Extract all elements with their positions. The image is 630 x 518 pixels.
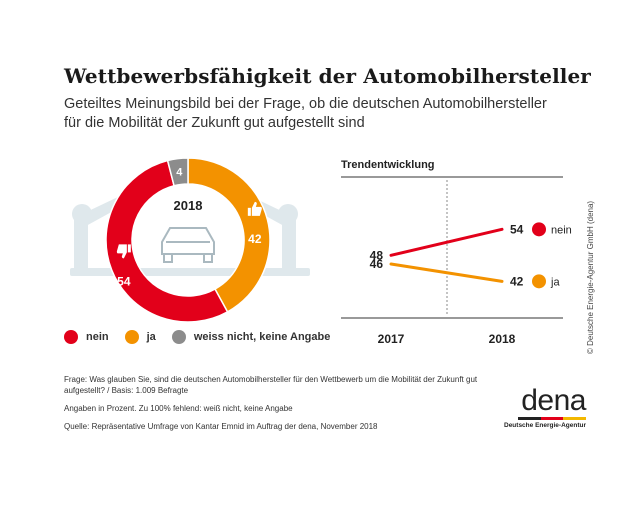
legend-swatch-ja: [124, 330, 139, 344]
donut-slice-weiss-nicht: [166, 157, 189, 187]
legend-item-nein: nein: [64, 330, 109, 344]
car-wheel-shape: [203, 253, 213, 263]
donut-center-year: 2018: [174, 198, 203, 213]
legend-label-nein: nein: [86, 331, 109, 343]
chart-footer: Frage: Was glauben Sie, sind die deutsch…: [64, 374, 504, 439]
logo-color-bar: [518, 417, 587, 420]
trend-value-label-nein-2017: 48: [370, 248, 384, 262]
logo-subtitle: Deutsche Energie-Agentur: [504, 422, 586, 429]
chart-subtitle: Geteiltes Meinungsbild bei der Frage, ob…: [64, 95, 564, 133]
subtitle-line-2: für die Mobilität der Zukunft gut aufges…: [64, 115, 365, 131]
trend-x-tick-2017: 2017: [378, 332, 405, 346]
chart-title: Wettbewerbsfähigkeit der Automobilherste…: [64, 64, 591, 88]
donut-center: 2018: [161, 198, 215, 263]
trend-value-label-ja-2018: 42: [510, 274, 524, 288]
logo-bar-segment: [518, 417, 541, 420]
trend-value-label-ja-2017: 46: [370, 257, 384, 271]
donut-value-label-nein: 54: [117, 274, 131, 288]
car-icon: [161, 227, 215, 263]
car-body-shape: [161, 227, 215, 255]
copyright-credit: © Deutsche Energie-Agentur GmbH (dena): [586, 200, 595, 354]
legend-swatch-weiss-nicht: [171, 330, 186, 344]
chart-legend: nein ja weiss nicht, keine Angabe: [64, 330, 346, 344]
footer-source: Quelle: Repräsentative Umfrage von Kanta…: [64, 422, 378, 431]
trend-value-label-nein-2018: 54: [510, 222, 524, 236]
donut-labels: 54 42 4: [116, 167, 262, 288]
legend-item-weiss-nicht: weiss nicht, keine Angabe: [171, 330, 331, 344]
dena-logo: dena Deutsche Energie-Agentur: [496, 384, 587, 430]
thumbs-up-icon: [247, 201, 262, 216]
thumbs-down-icon: [116, 244, 131, 259]
donut-value-label-ja: 42: [248, 232, 262, 246]
footer-note: Angaben in Prozent. Zu 100% fehlend: wei…: [64, 404, 293, 413]
thumb-hand-shape: [116, 244, 127, 259]
footer-question: Frage: Was glauben Sie, sind die deutsch…: [64, 375, 478, 395]
logo-wordmark: dena: [521, 384, 586, 417]
thumb-hand-shape: [251, 201, 262, 216]
donut-slice-ja: [187, 157, 271, 313]
donut-slice-nein: [105, 159, 229, 323]
robot-arm-shape: [74, 214, 88, 270]
subtitle-line-1: Geteiltes Meinungsbild bei der Frage, ob…: [64, 96, 547, 112]
robot-joint-shape: [278, 204, 298, 224]
logo-bar-segment: [563, 417, 587, 420]
trend-legend-dot-ja: [532, 274, 546, 289]
thumb-cuff-shape: [247, 207, 251, 216]
trend-title: Trendentwicklung: [341, 159, 435, 171]
legend-item-ja: ja: [124, 330, 156, 344]
legend-label-ja: ja: [146, 331, 156, 343]
car-wheel-shape: [163, 253, 173, 263]
trend-legend-label-nein: nein: [551, 224, 572, 236]
legend-label-weiss-nicht: weiss nicht, keine Angabe: [193, 331, 331, 343]
legend-swatch-nein: [64, 330, 78, 344]
trend-line-ja: [389, 262, 504, 283]
trend-x-tick-2018: 2018: [489, 332, 516, 346]
trend-legend-dot-nein: [532, 222, 546, 237]
robot-joint-shape: [72, 204, 92, 224]
logo-bar-segment: [540, 417, 564, 420]
donut-value-label-weiss-nicht: 4: [176, 167, 183, 179]
donut-slices: [105, 157, 271, 323]
trend-legend-label-ja: ja: [550, 276, 560, 288]
thumb-cuff-shape: [127, 244, 131, 253]
robot-arm-shape: [282, 214, 296, 270]
trend-line-nein: [389, 227, 504, 257]
